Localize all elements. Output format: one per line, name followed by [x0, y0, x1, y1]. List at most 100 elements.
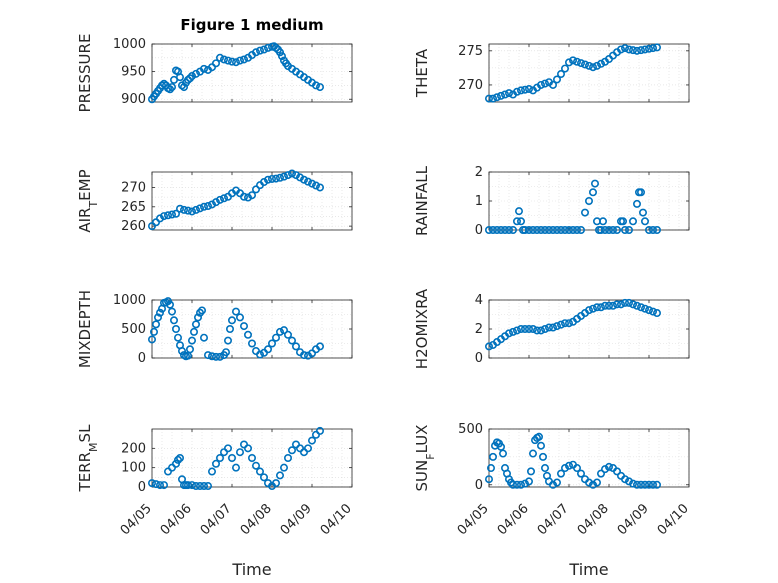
data-point: [516, 480, 525, 489]
data-point: [596, 303, 605, 312]
data-point: [516, 86, 525, 95]
axes-box: [488, 43, 690, 103]
data-point: [287, 336, 296, 345]
data-point: [311, 81, 320, 90]
y-tick-label: 100: [121, 461, 146, 476]
data-point: [248, 453, 257, 462]
data-point: [512, 326, 521, 335]
y-tick-label: 1000: [113, 293, 146, 308]
data-point: [532, 326, 541, 335]
y-axis-label: AIRTEMP: [76, 169, 100, 232]
data-point: [194, 313, 203, 322]
data-point: [568, 56, 577, 65]
data-point: [556, 320, 565, 329]
data-point: [152, 480, 161, 489]
y-tick-label: 200: [121, 441, 146, 456]
y-tick-label: 0: [475, 351, 483, 366]
data-point: [564, 226, 573, 235]
x-tick-label: 04/09: [615, 501, 652, 538]
data-point: [524, 85, 533, 94]
data-point: [504, 226, 513, 235]
data-point: [560, 464, 569, 473]
data-point: [536, 441, 545, 450]
data-point: [154, 313, 163, 322]
data-point: [267, 174, 276, 183]
data-point: [552, 322, 561, 331]
data-point: [283, 453, 292, 462]
y-tick-label: 2: [475, 322, 483, 337]
data-point: [200, 482, 209, 491]
axes-box: [151, 171, 353, 231]
data-point: [572, 57, 581, 66]
data-point: [548, 226, 557, 235]
data-point: [592, 61, 601, 70]
x-axis-label: Time: [231, 560, 271, 579]
data-point: [180, 83, 189, 92]
data-point: [315, 83, 324, 92]
data-point: [283, 171, 292, 180]
x-tick-label: 04/06: [495, 501, 532, 538]
data-point: [620, 298, 629, 307]
data-point: [540, 79, 549, 88]
data-point: [564, 58, 573, 67]
y-tick-label: 900: [121, 92, 146, 107]
axes-box: [488, 428, 690, 488]
data-point: [315, 426, 324, 435]
data-point: [638, 208, 647, 217]
data-point: [628, 217, 637, 226]
data-point: [263, 175, 272, 184]
data-point: [560, 226, 569, 235]
data-point: [524, 477, 533, 486]
subplot-theta: 270 275 THETA: [413, 43, 690, 103]
data-point: [164, 211, 173, 220]
data-point: [240, 322, 249, 331]
data-point: [240, 55, 249, 64]
data-point: [172, 324, 181, 333]
data-point: [568, 226, 577, 235]
data-point: [604, 462, 613, 471]
data-point: [520, 324, 529, 333]
y-tick-label: 500: [121, 322, 146, 337]
data-point: [516, 324, 525, 333]
data-point: [188, 481, 197, 490]
y-tick-label: 270: [458, 78, 483, 93]
data-point: [484, 342, 493, 351]
data-point: [486, 464, 495, 473]
y-tick-label: 4: [475, 293, 483, 308]
data-point: [204, 351, 213, 360]
data-point: [584, 197, 593, 206]
data-point: [226, 324, 235, 333]
data-point: [552, 226, 561, 235]
data-point: [271, 333, 280, 342]
data-point: [596, 469, 605, 478]
data-point: [584, 61, 593, 70]
data-point: [200, 333, 209, 342]
data-point: [612, 226, 621, 235]
y-tick-label: 1: [475, 194, 483, 209]
data-point: [271, 43, 280, 52]
data-point: [632, 199, 641, 208]
data-point: [176, 73, 185, 82]
data-point: [612, 300, 621, 309]
subplot-rainfall: 0 1 2 RAINFALL: [413, 165, 690, 238]
data-point: [496, 91, 505, 100]
data-point: [560, 64, 569, 73]
data-point: [188, 336, 197, 345]
data-point: [236, 448, 245, 457]
data-point: [648, 44, 657, 53]
data-point: [192, 205, 201, 214]
data-point: [279, 463, 288, 472]
data-point: [492, 93, 501, 102]
axes-box: [151, 428, 353, 488]
data-point: [267, 339, 276, 348]
data-point: [548, 480, 557, 489]
data-point: [598, 217, 607, 226]
data-point: [236, 313, 245, 322]
data-point: [212, 459, 221, 468]
y-axis-label: H2OMIXRA: [413, 288, 431, 369]
data-point: [315, 183, 324, 192]
data-point: [224, 56, 233, 65]
data-point: [508, 480, 517, 489]
data-point: [588, 63, 597, 72]
data-point: [524, 226, 533, 235]
